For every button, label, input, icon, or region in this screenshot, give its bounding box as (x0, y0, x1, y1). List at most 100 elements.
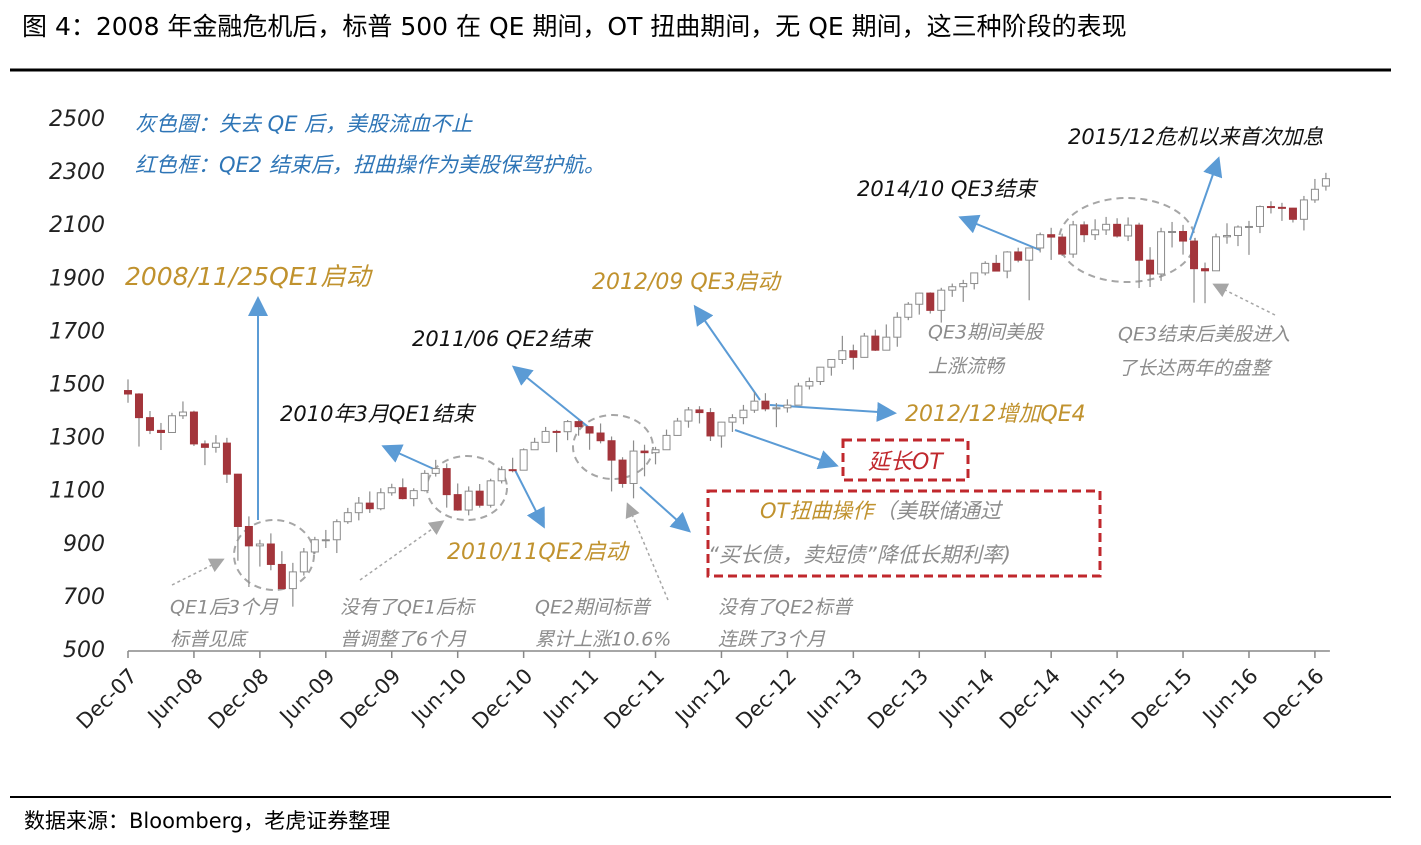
candle-body (1157, 231, 1166, 275)
x-tick-label: Dec-11 (599, 664, 669, 734)
candle-body (585, 426, 594, 434)
annotation: OT扭曲操作 (760, 499, 876, 523)
annotation: QE1后3个月 (170, 597, 279, 619)
chart-title: 图 4：2008 年金融危机后，标普 500 在 QE 期间，OT 扭曲期间，无… (22, 12, 1127, 41)
candle-body (849, 350, 858, 358)
annotation: QE2期间标普 (535, 597, 652, 619)
candle-body (387, 487, 396, 494)
x-tick-label: Jun-12 (669, 664, 735, 730)
source: 数据来源：Bloomberg，老虎证券整理 (24, 809, 390, 833)
candle-body (816, 366, 825, 383)
candle-body (486, 480, 495, 506)
annotation: （美联储通过 (875, 499, 1004, 523)
candle-body (1244, 225, 1253, 228)
candle-body (398, 487, 407, 500)
red-boxes (706, 438, 1102, 578)
annotation: 了长达两年的盘整 (1118, 358, 1273, 380)
candle-body (156, 429, 165, 433)
candle-body (673, 420, 682, 436)
candle-body (629, 450, 638, 484)
candle-body (1255, 206, 1264, 227)
candle-body (739, 409, 748, 419)
candle-body (1102, 223, 1111, 231)
x-tick-label: Jun-09 (274, 664, 340, 730)
candle-body (926, 292, 935, 311)
candle-body (453, 494, 462, 511)
y-tick-label: 1100 (49, 479, 105, 504)
y-tick-label: 1500 (49, 373, 105, 398)
x-tick-label: Dec-07 (72, 664, 142, 734)
candle-body (541, 430, 550, 443)
candle-body (574, 421, 583, 428)
candle-body (1091, 229, 1100, 236)
annotation: QE3期间美股 (928, 322, 1045, 344)
candle-body (794, 385, 803, 406)
candle-body (772, 407, 781, 410)
candle-body (871, 335, 880, 351)
candle-body (1135, 224, 1144, 261)
candle-body (1266, 206, 1275, 209)
candle-body (134, 393, 143, 419)
candle-body (640, 450, 649, 454)
candle-body (365, 502, 374, 510)
candle-body (607, 440, 616, 461)
y-tick-label: 1300 (49, 426, 105, 451)
candle-body (288, 571, 297, 590)
candle-body (959, 283, 968, 288)
x-tick-label: Dec-08 (204, 664, 274, 734)
candle-body (145, 417, 154, 431)
candle-body (1069, 224, 1078, 255)
annotation: “买长债，卖短债”降低长期利率) (708, 543, 1011, 567)
annotation: 2010年3月QE1结束 (280, 402, 477, 426)
candle-body (805, 381, 814, 387)
candle-body (1080, 224, 1089, 236)
candle-body (244, 525, 253, 547)
x-tick-label: Dec-10 (467, 664, 537, 734)
candle-body (167, 415, 176, 433)
candle-body (332, 521, 341, 541)
candle-body (695, 409, 704, 414)
x-tick-label: Jun-16 (1197, 664, 1263, 730)
candle-body (728, 417, 737, 423)
candle-body (1277, 206, 1286, 209)
candle-body (464, 490, 473, 511)
candle-body (1233, 226, 1242, 236)
candle-body (233, 473, 242, 527)
candle-body (1288, 207, 1297, 220)
candle-body (1047, 234, 1056, 238)
candle-body (1113, 223, 1122, 237)
candle-body (1299, 199, 1308, 220)
candle-body (1190, 240, 1199, 270)
annotation: 2014/10 QE3结束 (857, 177, 1039, 201)
candle-body (1212, 236, 1221, 272)
candle-body (1124, 224, 1133, 237)
y-tick-label: 900 (63, 532, 105, 557)
x-tick-label: Jun-08 (142, 664, 208, 730)
candle-body (255, 543, 264, 547)
annotation: QE3结束后美股进入 (1118, 324, 1290, 346)
y-tick-label: 2500 (49, 107, 105, 132)
annotation: 累计上涨10.6% (535, 629, 671, 651)
x-tick-label: Jun-15 (1065, 664, 1131, 730)
candle-body (717, 421, 726, 437)
candle-body (1168, 231, 1177, 234)
annotation: 2012/09 QE3启动 (592, 270, 783, 295)
candle-body (530, 441, 539, 451)
x-tick-label: Dec-14 (995, 664, 1065, 734)
candle-body (343, 512, 352, 523)
candle-body (189, 411, 198, 445)
x-tick-label: Dec-12 (731, 664, 801, 734)
annotation: 2010/11QE2启动 (447, 540, 631, 565)
annotation: 没有了QE1后标 (340, 597, 476, 619)
x-tick-label: Dec-13 (863, 664, 933, 734)
x-tick-label: Jun-13 (801, 664, 867, 730)
candle-body (838, 350, 847, 360)
candle-body (1058, 236, 1067, 255)
annotation: 上涨流畅 (928, 356, 1006, 378)
candle-body (409, 490, 418, 500)
candle-body (519, 449, 528, 471)
candle-body (618, 459, 627, 484)
candle-body (1003, 251, 1012, 272)
candle-body (222, 442, 231, 475)
